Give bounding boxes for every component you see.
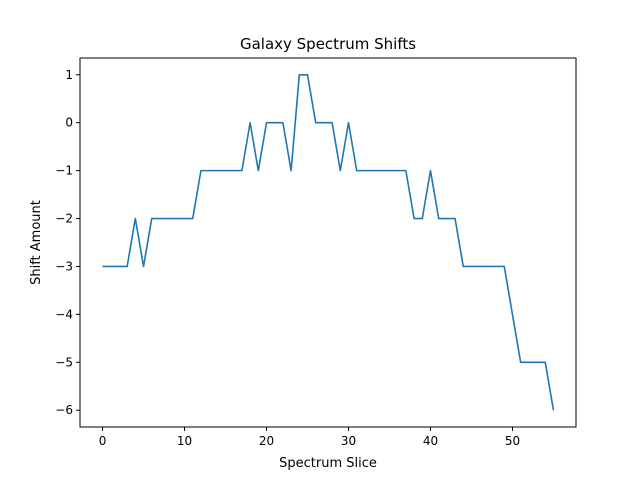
- series-line: [102, 73, 555, 411]
- x-tick-label: 20: [259, 434, 274, 448]
- y-tick-label: −2: [55, 212, 73, 226]
- y-tick-label: −5: [55, 355, 73, 369]
- x-tick-label: 30: [341, 434, 356, 448]
- y-axis: 1 0 −1 −2 −3 −4 −5 −6: [55, 68, 80, 417]
- y-tick-label: −1: [55, 164, 73, 178]
- x-axis-label: Spectrum Slice: [279, 456, 377, 471]
- y-tick-label: −4: [55, 307, 73, 321]
- y-tick-label: −3: [55, 259, 73, 273]
- x-tick-label: 10: [177, 434, 192, 448]
- x-tick-label: 40: [423, 434, 438, 448]
- plot-area: [102, 73, 555, 411]
- x-tick-label: 50: [505, 434, 520, 448]
- x-axis: 0 10 20 30 40 50: [99, 427, 520, 448]
- chart-title: Galaxy Spectrum Shifts: [240, 35, 416, 53]
- y-axis-label: Shift Amount: [29, 200, 44, 285]
- y-tick-label: −6: [55, 403, 73, 417]
- x-tick-label: 0: [99, 434, 107, 448]
- y-tick-label: 0: [65, 116, 73, 130]
- y-tick-label: 1: [65, 68, 73, 82]
- axes-frame: [79, 57, 577, 428]
